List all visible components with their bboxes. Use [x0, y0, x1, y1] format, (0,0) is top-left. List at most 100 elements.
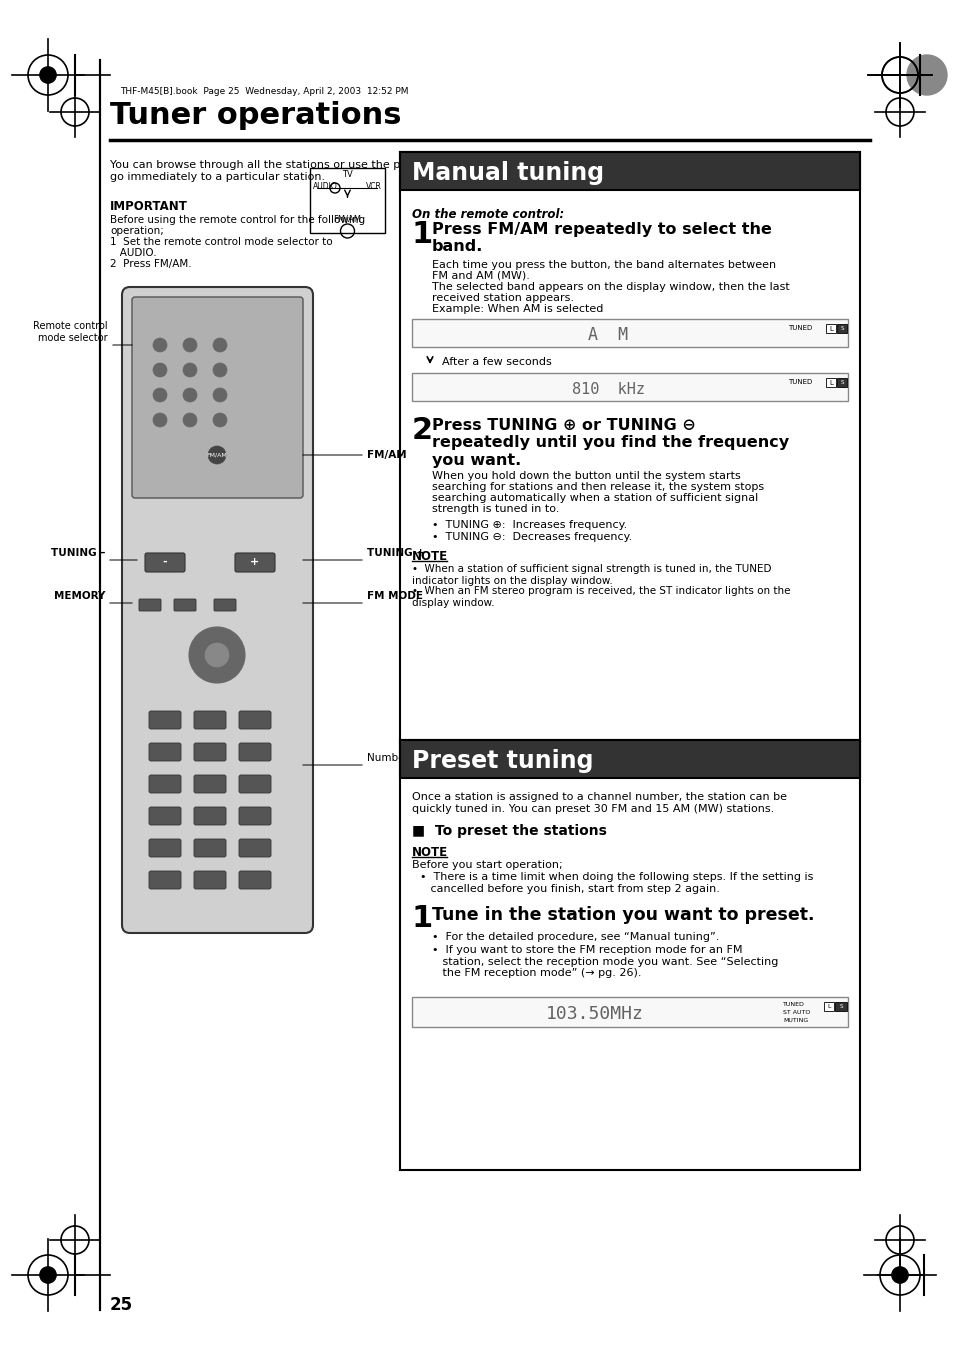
FancyBboxPatch shape [213, 598, 235, 611]
Text: +: + [250, 557, 259, 567]
Text: Each time you press the button, the band alternates between: Each time you press the button, the band… [432, 259, 776, 270]
FancyBboxPatch shape [149, 807, 181, 825]
FancyBboxPatch shape [149, 871, 181, 889]
FancyBboxPatch shape [399, 740, 859, 778]
Circle shape [40, 1267, 56, 1283]
Bar [825, 378, 835, 386]
FancyBboxPatch shape [399, 153, 859, 190]
Circle shape [205, 643, 229, 667]
FancyBboxPatch shape [193, 775, 226, 793]
Text: FM/AM: FM/AM [367, 450, 406, 459]
Text: S: S [839, 1005, 841, 1009]
FancyBboxPatch shape [310, 168, 385, 232]
Text: TUNED: TUNED [787, 326, 811, 331]
FancyBboxPatch shape [412, 319, 847, 347]
Circle shape [208, 446, 226, 463]
Text: 1: 1 [412, 220, 433, 249]
Text: TUNED: TUNED [782, 1002, 804, 1006]
Text: IMPORTANT: IMPORTANT [110, 200, 188, 213]
Text: Tuner operations: Tuner operations [110, 101, 401, 130]
Circle shape [183, 413, 196, 427]
Circle shape [152, 388, 167, 403]
FancyBboxPatch shape [132, 297, 303, 499]
Text: After a few seconds: After a few seconds [441, 357, 551, 367]
Text: The selected band appears on the display window, then the last: The selected band appears on the display… [432, 282, 789, 292]
Circle shape [152, 413, 167, 427]
Text: TUNING –: TUNING – [51, 549, 105, 558]
Text: FM MODE: FM MODE [367, 590, 422, 601]
Text: THF-M45[B].book  Page 25  Wednesday, April 2, 2003  12:52 PM: THF-M45[B].book Page 25 Wednesday, April… [120, 88, 408, 96]
Text: 103.50MHz: 103.50MHz [546, 1005, 643, 1023]
FancyBboxPatch shape [173, 598, 195, 611]
Text: MEMORY: MEMORY [53, 590, 105, 601]
Text: 1: 1 [412, 904, 433, 934]
Circle shape [213, 413, 227, 427]
FancyBboxPatch shape [239, 775, 271, 793]
Text: searching automatically when a station of sufficient signal: searching automatically when a station o… [432, 493, 758, 503]
Text: MUTING: MUTING [782, 1019, 807, 1023]
Text: strength is tuned in to.: strength is tuned in to. [432, 504, 558, 513]
Text: When you hold down the button until the system starts: When you hold down the button until the … [432, 471, 740, 481]
FancyBboxPatch shape [139, 598, 161, 611]
Text: Remote control
mode selector: Remote control mode selector [33, 322, 108, 343]
FancyBboxPatch shape [193, 839, 226, 857]
FancyBboxPatch shape [145, 553, 185, 571]
Text: Preset tuning: Preset tuning [412, 748, 593, 773]
Text: S: S [840, 327, 842, 331]
Bar [836, 378, 846, 386]
Text: -: - [163, 557, 167, 567]
Text: operation;: operation; [110, 226, 164, 236]
Text: Manual tuning: Manual tuning [412, 161, 603, 185]
FancyBboxPatch shape [149, 743, 181, 761]
Circle shape [891, 1267, 907, 1283]
FancyBboxPatch shape [193, 711, 226, 730]
FancyBboxPatch shape [239, 871, 271, 889]
Text: Press TUNING ⊕ or TUNING ⊖
repeatedly until you find the frequency
you want.: Press TUNING ⊕ or TUNING ⊖ repeatedly un… [432, 417, 788, 467]
Text: Before using the remote control for the following: Before using the remote control for the … [110, 215, 365, 226]
Text: NOTE: NOTE [412, 550, 448, 563]
Text: •  When a station of sufficient signal strength is tuned in, the TUNED
indicator: • When a station of sufficient signal st… [412, 563, 771, 585]
Text: •  There is a time limit when doing the following steps. If the setting is
   ca: • There is a time limit when doing the f… [419, 871, 813, 893]
FancyBboxPatch shape [239, 807, 271, 825]
Circle shape [213, 338, 227, 353]
Text: NOTE: NOTE [412, 846, 448, 859]
Circle shape [213, 388, 227, 403]
FancyBboxPatch shape [149, 711, 181, 730]
FancyBboxPatch shape [149, 775, 181, 793]
FancyBboxPatch shape [412, 373, 847, 401]
Circle shape [906, 55, 946, 95]
Text: 2  Press FM/AM.: 2 Press FM/AM. [110, 259, 192, 269]
Text: FM/AM: FM/AM [334, 213, 361, 223]
Text: searching for stations and then release it, the system stops: searching for stations and then release … [432, 482, 763, 492]
Text: Example: When AM is selected: Example: When AM is selected [432, 304, 602, 313]
Text: Number buttons: Number buttons [367, 753, 452, 763]
FancyBboxPatch shape [239, 839, 271, 857]
Text: received station appears.: received station appears. [432, 293, 574, 303]
Text: •  TUNING ⊕:  Increases frequency.: • TUNING ⊕: Increases frequency. [432, 520, 626, 530]
FancyBboxPatch shape [149, 839, 181, 857]
FancyBboxPatch shape [193, 807, 226, 825]
Text: L: L [828, 326, 832, 332]
Circle shape [152, 363, 167, 377]
Text: VCR: VCR [366, 182, 381, 190]
Bar [825, 324, 835, 332]
Text: 2: 2 [412, 416, 433, 444]
Text: •  For the detailed procedure, see “Manual tuning”.: • For the detailed procedure, see “Manua… [432, 932, 719, 942]
Text: Tune in the station you want to preset.: Tune in the station you want to preset. [432, 907, 814, 924]
Circle shape [183, 388, 196, 403]
Text: 810  kHz: 810 kHz [571, 381, 644, 396]
Bar [836, 324, 846, 332]
Text: •  If you want to store the FM reception mode for an FM
   station, select the r: • If you want to store the FM reception … [432, 944, 778, 978]
FancyBboxPatch shape [234, 553, 274, 571]
Text: S: S [840, 381, 842, 385]
Text: 1  Set the remote control mode selector to: 1 Set the remote control mode selector t… [110, 236, 333, 247]
FancyBboxPatch shape [193, 743, 226, 761]
FancyBboxPatch shape [122, 286, 313, 934]
Text: L: L [826, 1005, 830, 1009]
Text: On the remote control:: On the remote control: [412, 208, 563, 222]
Text: AUDIO: AUDIO [313, 182, 337, 190]
Text: TUNING +: TUNING + [367, 549, 424, 558]
Text: FM/AM: FM/AM [207, 453, 227, 458]
FancyBboxPatch shape [239, 711, 271, 730]
Text: •  TUNING ⊖:  Decreases frequency.: • TUNING ⊖: Decreases frequency. [432, 532, 632, 542]
